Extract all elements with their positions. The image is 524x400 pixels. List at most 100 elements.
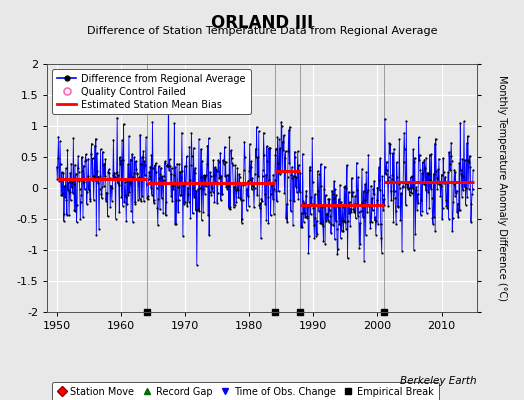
Point [454, 214, 462, 220]
Point [148, 119, 157, 125]
Point [166, 156, 174, 162]
Point [259, 130, 268, 136]
Point [429, 221, 437, 227]
Point [228, 160, 236, 166]
Point [461, 157, 470, 163]
Point [416, 152, 424, 158]
Point [108, 185, 116, 191]
Point [303, 215, 311, 221]
Point [419, 179, 428, 185]
Point [100, 160, 108, 167]
Point [283, 174, 292, 180]
Point [253, 124, 261, 130]
Point [300, 200, 309, 207]
Point [272, 145, 280, 152]
Point [89, 172, 97, 179]
Point [452, 188, 461, 194]
Point [317, 183, 325, 190]
Point [375, 164, 383, 170]
Point [394, 204, 402, 210]
Point [376, 155, 384, 161]
Point [331, 186, 340, 193]
Point [88, 140, 96, 147]
Point [188, 210, 196, 217]
Point [335, 220, 344, 227]
Point [162, 199, 170, 205]
Point [270, 186, 278, 193]
Point [155, 163, 163, 169]
Point [212, 166, 220, 172]
Point [74, 153, 82, 159]
Point [137, 198, 146, 204]
Point [469, 167, 477, 174]
Point [150, 162, 159, 169]
Point [154, 222, 162, 228]
Point [198, 158, 206, 164]
Point [407, 185, 416, 192]
Point [466, 164, 475, 170]
Point [185, 176, 194, 183]
Point [92, 136, 100, 142]
Point [187, 161, 195, 168]
Point [300, 219, 308, 225]
Point [86, 196, 94, 202]
Point [111, 174, 119, 180]
Point [292, 189, 301, 196]
Point [424, 171, 433, 177]
Point [112, 170, 121, 176]
Point [337, 228, 346, 234]
Point [80, 178, 88, 185]
Point [251, 171, 259, 178]
Point [275, 188, 283, 194]
Point [389, 218, 398, 225]
Point [60, 211, 69, 217]
Point [258, 198, 266, 204]
Point [454, 207, 463, 213]
Point [319, 238, 328, 244]
Point [339, 228, 347, 234]
Point [396, 185, 404, 191]
Point [326, 206, 334, 213]
Point [204, 212, 212, 218]
Point [158, 173, 166, 180]
Point [290, 198, 298, 204]
Point [270, 177, 279, 184]
Point [206, 169, 214, 176]
Point [160, 160, 169, 166]
Point [410, 159, 419, 166]
Point [368, 195, 376, 202]
Point [121, 192, 129, 198]
Point [362, 232, 370, 238]
Point [263, 143, 271, 149]
Point [61, 194, 70, 200]
Point [443, 205, 452, 211]
Point [120, 199, 128, 205]
Point [455, 206, 464, 213]
Point [299, 198, 308, 205]
Point [417, 212, 425, 218]
Point [348, 189, 357, 195]
Point [267, 191, 275, 197]
Point [416, 167, 424, 173]
Point [359, 214, 367, 220]
Point [388, 172, 397, 178]
Point [405, 192, 413, 198]
Point [134, 176, 143, 183]
Point [237, 180, 245, 187]
Point [235, 171, 243, 177]
Point [351, 215, 359, 222]
Point [381, 169, 390, 176]
Point [449, 215, 457, 221]
Point [68, 179, 77, 186]
Point [255, 128, 263, 135]
Point [465, 158, 474, 165]
Point [242, 180, 250, 187]
Point [427, 186, 435, 192]
Point [141, 162, 150, 168]
Point [161, 212, 170, 219]
Point [379, 206, 388, 213]
Point [438, 171, 446, 178]
Point [59, 190, 67, 196]
Point [230, 184, 238, 190]
Point [242, 206, 250, 213]
